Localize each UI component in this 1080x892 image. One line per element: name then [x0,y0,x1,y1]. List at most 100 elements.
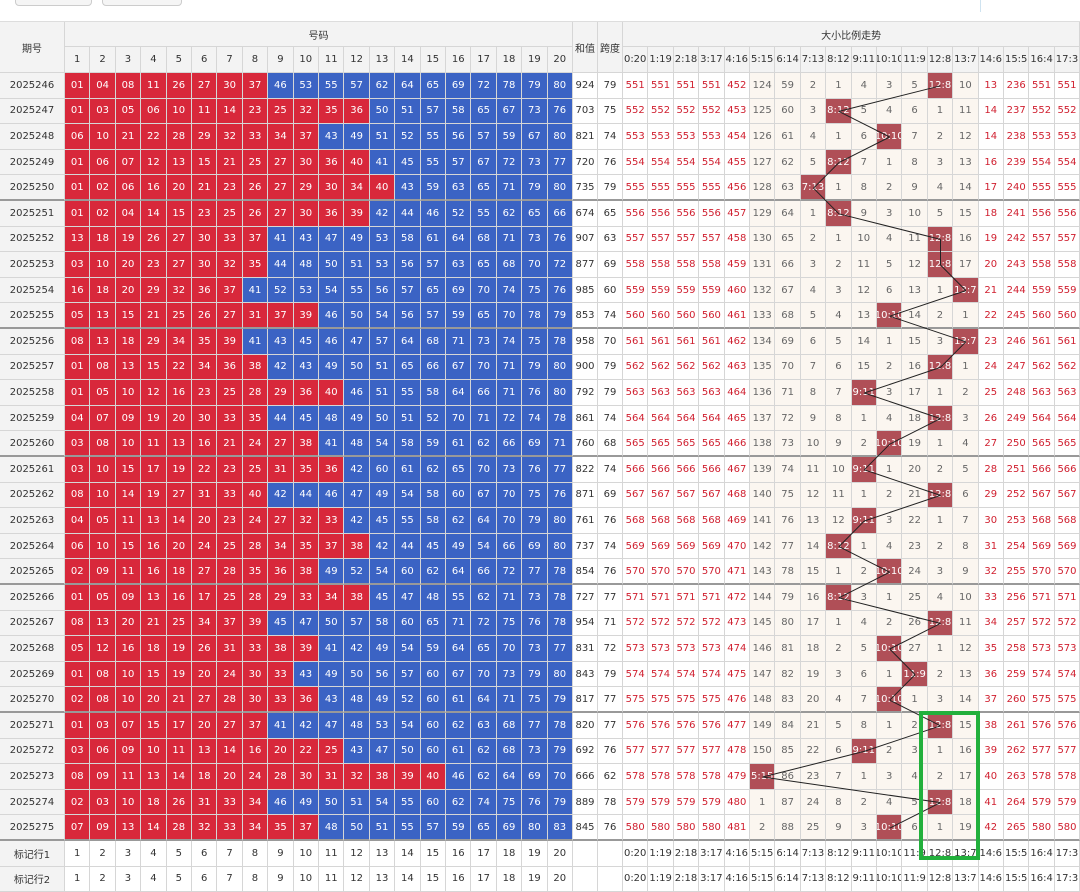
number-cell: 46 [319,482,345,509]
omission-cell: 569 [1054,533,1080,560]
number-cell: 43 [344,738,370,765]
sum-cell: 666 [573,764,598,790]
number-cell: 71 [446,610,472,637]
ratio-header: 17:3 [1054,47,1080,73]
omission-cell: 577 [648,738,674,765]
number-cell: 60 [420,687,446,713]
omission-cell: 1 [927,636,954,662]
footer-ratio: 14:6 [978,866,1004,892]
sum-cell: 854 [573,559,598,585]
omission-cell: 260 [1004,687,1030,713]
issue-cell: 2025266 [0,585,65,611]
omission-cell: 42 [978,815,1004,841]
number-cell: 61 [446,687,472,713]
omission-cell: 554 [1029,149,1055,176]
ratio-header: 0:20 [623,47,649,73]
span-cell: 76 [598,738,623,765]
omission-cell: 569 [623,533,649,560]
omission-cell: 252 [1004,482,1030,509]
omission-cell: 579 [1029,789,1055,816]
omission-cell: 17 [953,252,979,278]
omission-cell: 566 [699,457,725,483]
number-cell: 24 [217,661,243,688]
number-cell: 39 [344,201,370,227]
number-cell: 62 [446,508,472,534]
trend-hit: 12:8 [927,405,954,432]
number-cell: 15 [115,457,142,483]
number-cell: 70 [496,508,523,534]
footer-ratio: 11:9 [902,866,928,892]
number-cell: 38 [369,764,396,790]
number-cell: 50 [369,405,396,432]
number-cell: 42 [344,457,370,483]
span-cell: 71 [598,610,623,637]
button[interactable] [15,0,92,6]
number-cell: 30 [217,73,243,99]
trend-hit: 10:10 [877,431,903,457]
number-cell: 36 [192,277,218,304]
number-cell: 61 [446,738,472,765]
omission-cell: 1 [826,175,852,201]
ratio-header: 12:8 [927,47,954,73]
number-cell: 33 [217,482,243,509]
omission-cell: 35 [978,636,1004,662]
number-cell: 01 [65,73,91,99]
omission-cell: 569 [673,533,700,560]
footer-ratio: 3:17 [699,866,725,892]
omission-cell: 11 [902,226,928,253]
omission-cell: 558 [1054,252,1080,278]
number-cell: 70 [471,457,497,483]
omission-cell: 557 [623,226,649,253]
sum-cell: 720 [573,149,598,176]
sum-cell: 820 [573,713,598,739]
number-cell: 14 [141,815,167,841]
number-cell: 54 [395,713,421,739]
span-cell: 74 [598,303,623,329]
omission-cell: 577 [1054,738,1080,765]
position-header: 9 [268,47,294,73]
sum-cell: 877 [573,252,598,278]
button[interactable] [102,0,182,6]
number-cell: 67 [522,124,548,150]
number-cell: 06 [141,98,167,125]
number-cell: 29 [293,175,319,201]
omission-cell: 81 [775,636,801,662]
omission-cell: 16 [800,585,827,611]
omission-cell: 11 [953,98,979,125]
number-cell: 02 [90,175,116,201]
omission-cell: 553 [1054,124,1080,150]
omission-cell: 1 [750,789,776,816]
omission-cell: 562 [1054,354,1080,381]
ratio-header: 10:10 [877,47,903,73]
number-cell: 49 [369,482,396,509]
number-cell: 77 [547,636,573,662]
number-cell: 60 [420,789,446,816]
omission-cell: 7 [953,508,979,534]
number-cell: 20 [166,405,192,432]
trend-hit: 9:11 [851,380,877,406]
number-cell: 46 [268,73,294,99]
omission-cell: 470 [724,533,750,560]
omission-cell: 85 [775,738,801,765]
omission-cell: 565 [1029,431,1055,457]
omission-cell: 10 [902,201,928,227]
number-cell: 78 [547,559,573,585]
number-cell: 41 [319,431,345,457]
number-cell: 41 [268,713,294,739]
number-cell: 43 [293,226,319,253]
omission-cell: 5 [800,149,827,176]
issue-cell: 2025269 [0,661,65,688]
number-cell: 79 [547,687,573,713]
issue-cell: 2025254 [0,277,65,304]
number-cell: 36 [217,354,243,381]
number-cell: 10 [166,98,192,125]
number-cell: 67 [496,98,523,125]
footer-ratio: 10:10 [877,841,903,867]
number-cell: 50 [319,789,345,816]
omission-cell: 566 [623,457,649,483]
span-cell: 75 [598,98,623,125]
omission-cell: 19 [953,815,979,841]
omission-cell: 2 [927,303,954,329]
omission-cell: 7 [902,124,928,150]
omission-cell: 4 [826,303,852,329]
